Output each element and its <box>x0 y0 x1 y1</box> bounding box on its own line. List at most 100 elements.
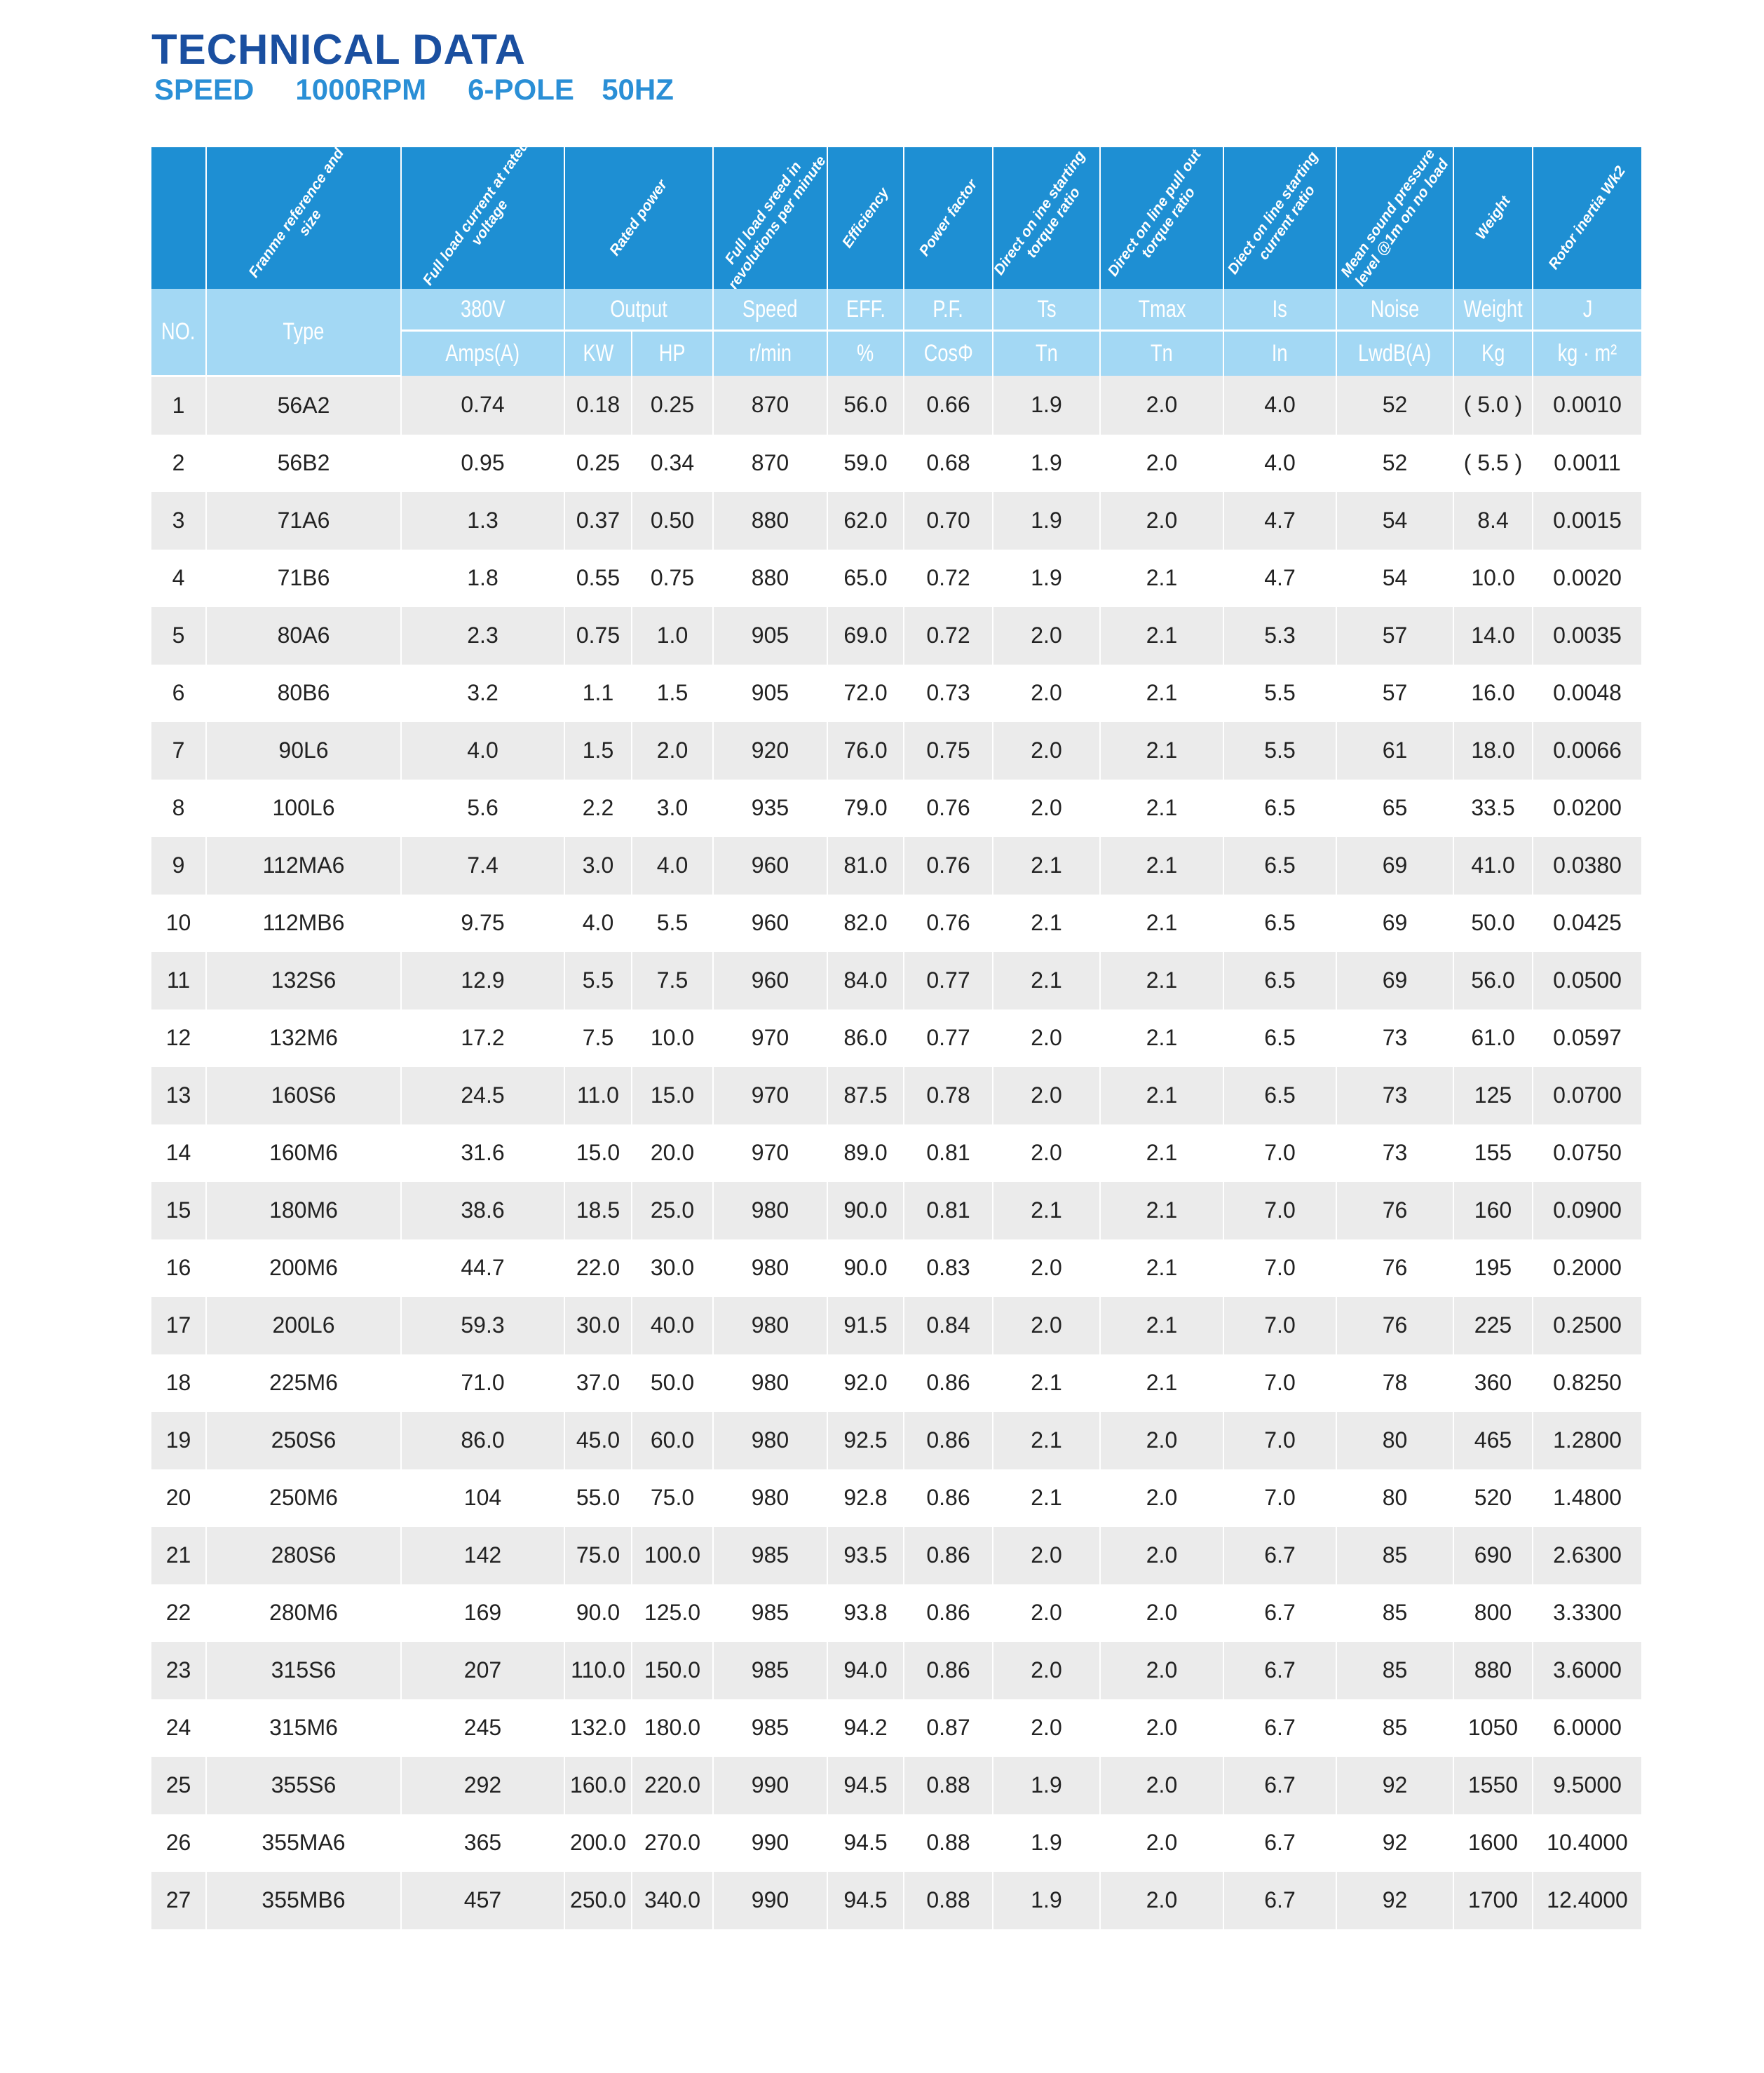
cell-is: 6.5 <box>1223 779 1336 837</box>
cell-pf: 0.81 <box>903 1124 993 1182</box>
cell-is: 6.7 <box>1223 1584 1336 1642</box>
cell-noise: 80 <box>1336 1469 1453 1527</box>
cell-weight: 50.0 <box>1453 894 1533 952</box>
table-row: 18 225M6 71.0 37.0 50.0 980 92.0 0.86 2.1 2.1 7.0 7… <box>150 1354 1641 1412</box>
cell-noise: 92 <box>1336 1871 1453 1929</box>
cell-tmax: 2.1 <box>1099 951 1223 1010</box>
cell-amps: 3.2 <box>400 664 564 722</box>
cell-kw: 0.18 <box>564 376 632 435</box>
cell-j: 0.0066 <box>1532 721 1641 780</box>
cell-type: 355MB6 <box>205 1871 401 1929</box>
cell-weight: 880 <box>1453 1641 1533 1699</box>
cell-type: 56A2 <box>205 376 401 435</box>
cell-no: 3 <box>150 491 206 550</box>
cell-type: 250S6 <box>205 1411 401 1469</box>
cell-j: 0.8250 <box>1532 1354 1641 1412</box>
cell-tmax: 2.0 <box>1099 1584 1223 1642</box>
cell-no: 21 <box>150 1526 206 1584</box>
cell-hp: 4.0 <box>631 836 713 895</box>
cell-no: 9 <box>150 836 206 895</box>
header-eff: EFF. <box>827 289 904 332</box>
cell-j: 0.0425 <box>1532 894 1641 952</box>
cell-speed: 985 <box>712 1584 827 1642</box>
cell-type: 80B6 <box>205 664 401 722</box>
cell-tmax: 2.1 <box>1099 1124 1223 1182</box>
header-desc-power-factor: Power factor <box>903 147 993 289</box>
cell-j: 0.0597 <box>1532 1009 1641 1067</box>
table-row: 21 280S6 142 75.0 100.0 985 93.5 0.86 2.0 2.0 6.7 8… <box>150 1526 1641 1584</box>
cell-no: 8 <box>150 779 206 837</box>
cell-weight: ( 5.5 ) <box>1453 434 1533 492</box>
cell-pf: 0.88 <box>903 1814 993 1872</box>
cell-no: 22 <box>150 1584 206 1642</box>
table-row: 27 355MB6 457 250.0 340.0 990 94.5 0.88 1.9 2.0 6.… <box>150 1871 1641 1929</box>
cell-weight: 160 <box>1453 1181 1533 1239</box>
cell-is: 7.0 <box>1223 1181 1336 1239</box>
cell-tmax: 2.1 <box>1099 1239 1223 1297</box>
cell-speed: 990 <box>712 1756 827 1814</box>
cell-speed: 970 <box>712 1124 827 1182</box>
header-is: Is <box>1223 289 1336 332</box>
cell-tmax: 2.0 <box>1099 1699 1223 1757</box>
cell-speed: 870 <box>712 434 827 492</box>
cell-noise: 73 <box>1336 1124 1453 1182</box>
cell-tmax: 2.1 <box>1099 606 1223 665</box>
cell-pf: 0.86 <box>903 1354 993 1412</box>
cell-no: 12 <box>150 1009 206 1067</box>
cell-no: 4 <box>150 549 206 607</box>
cell-is: 6.7 <box>1223 1756 1336 1814</box>
cell-pf: 0.76 <box>903 836 993 895</box>
table-row: 20 250M6 104 55.0 75.0 980 92.8 0.86 2.1 2.0 7.0 80… <box>150 1469 1641 1527</box>
cell-hp: 3.0 <box>631 779 713 837</box>
cell-ts: 1.9 <box>992 1814 1100 1872</box>
unit-lwdb: LwdB(A) <box>1336 330 1453 376</box>
table-row: 9 112MA6 7.4 3.0 4.0 960 81.0 0.76 2.1 2.1 6.5 69 41… <box>150 836 1641 895</box>
cell-noise: 65 <box>1336 779 1453 837</box>
unit-kgm2: kg · m² <box>1532 330 1641 376</box>
cell-speed: 980 <box>712 1469 827 1527</box>
cell-tmax: 2.1 <box>1099 549 1223 607</box>
cell-pf: 0.81 <box>903 1181 993 1239</box>
cell-noise: 85 <box>1336 1641 1453 1699</box>
cell-amps: 207 <box>400 1641 564 1699</box>
header-weight: Weight <box>1453 289 1533 332</box>
cell-kw: 30.0 <box>564 1296 632 1354</box>
cell-no: 18 <box>150 1354 206 1412</box>
cell-hp: 5.5 <box>631 894 713 952</box>
cell-pf: 0.72 <box>903 606 993 665</box>
cell-noise: 85 <box>1336 1526 1453 1584</box>
cell-is: 6.5 <box>1223 1009 1336 1067</box>
cell-ts: 2.0 <box>992 606 1100 665</box>
cell-weight: 1700 <box>1453 1871 1533 1929</box>
table-row: 26 355MA6 365 200.0 270.0 990 94.5 0.88 1.9 2.0 6.… <box>150 1814 1641 1872</box>
cell-j: 0.0900 <box>1532 1181 1641 1239</box>
cell-type: 56B2 <box>205 434 401 492</box>
cell-kw: 7.5 <box>564 1009 632 1067</box>
cell-noise: 76 <box>1336 1181 1453 1239</box>
cell-pf: 0.72 <box>903 549 993 607</box>
header-desc-no <box>150 147 206 289</box>
cell-j: 0.0200 <box>1532 779 1641 837</box>
cell-no: 11 <box>150 951 206 1010</box>
cell-type: 250M6 <box>205 1469 401 1527</box>
cell-weight: 1600 <box>1453 1814 1533 1872</box>
cell-j: 0.0010 <box>1532 376 1641 435</box>
cell-amps: 24.5 <box>400 1066 564 1124</box>
unit-cos: CosΦ <box>903 330 993 376</box>
cell-tmax: 2.1 <box>1099 664 1223 722</box>
cell-hp: 7.5 <box>631 951 713 1010</box>
cell-pf: 0.77 <box>903 1009 993 1067</box>
cell-j: 9.5000 <box>1532 1756 1641 1814</box>
cell-amps: 17.2 <box>400 1009 564 1067</box>
cell-ts: 2.1 <box>992 1181 1100 1239</box>
cell-tmax: 2.1 <box>1099 1354 1223 1412</box>
cell-eff: 62.0 <box>827 491 904 550</box>
cell-is: 6.5 <box>1223 951 1336 1010</box>
cell-kw: 4.0 <box>564 894 632 952</box>
cell-speed: 970 <box>712 1066 827 1124</box>
cell-no: 13 <box>150 1066 206 1124</box>
cell-j: 0.2500 <box>1532 1296 1641 1354</box>
header-desc-starting-torque: Direct on ine starting torque ratio <box>992 147 1100 289</box>
table-row: 17 200L6 59.3 30.0 40.0 980 91.5 0.84 2.0 2.1 7.0 7… <box>150 1296 1641 1354</box>
cell-eff: 92.0 <box>827 1354 904 1412</box>
